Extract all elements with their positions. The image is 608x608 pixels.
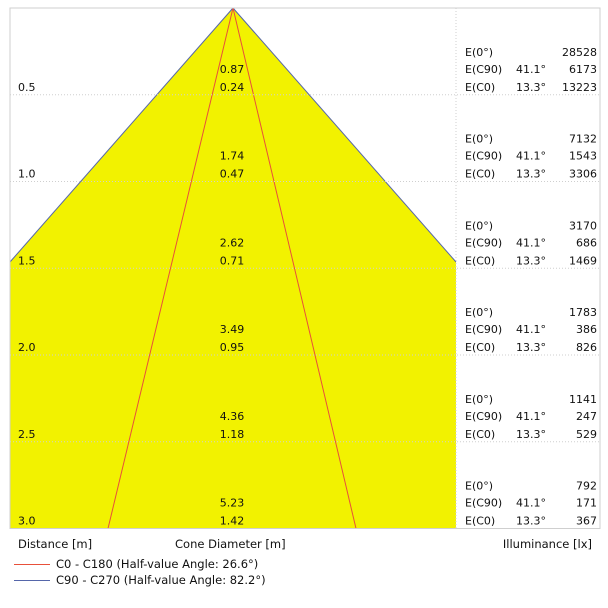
illuminance-e0-value: 1141 xyxy=(569,393,597,406)
distance-label: 1.0 xyxy=(18,168,36,181)
distance-label: 2.5 xyxy=(18,428,36,441)
distance-label: 1.5 xyxy=(18,254,36,267)
distance-label: 0.5 xyxy=(18,81,36,94)
right-axis-label: Illuminance [lx] xyxy=(502,537,592,551)
illuminance-ec90-angle: 41.1° xyxy=(516,497,546,510)
illuminance-ec90-label: E(C90) xyxy=(465,410,502,423)
distance-label: 3.0 xyxy=(18,515,36,528)
illuminance-ec0-label: E(C0) xyxy=(465,515,495,528)
cone-diameter-c0: 0.87 xyxy=(220,63,245,76)
illuminance-ec0-angle: 13.3° xyxy=(516,341,546,354)
illuminance-ec0-angle: 13.3° xyxy=(516,81,546,94)
illuminance-ec0-angle: 13.3° xyxy=(516,254,546,267)
illuminance-ec90-angle: 41.1° xyxy=(516,323,546,336)
illuminance-ec0-value: 3306 xyxy=(569,168,597,181)
cone-diameter-c0: 2.62 xyxy=(220,236,245,249)
illuminance-ec90-label: E(C90) xyxy=(465,497,502,510)
cone-diameter-c0: 4.36 xyxy=(220,410,245,423)
illuminance-ec0-label: E(C0) xyxy=(465,428,495,441)
illuminance-ec90-angle: 41.1° xyxy=(516,63,546,76)
illuminance-ec90-label: E(C90) xyxy=(465,63,502,76)
illuminance-ec90-value: 171 xyxy=(576,497,597,510)
illuminance-ec90-label: E(C90) xyxy=(465,150,502,163)
illuminance-ec0-label: E(C0) xyxy=(465,254,495,267)
illuminance-e0-label: E(0°) xyxy=(465,393,493,406)
illuminance-ec0-angle: 13.3° xyxy=(516,428,546,441)
illuminance-ec0-label: E(C0) xyxy=(465,81,495,94)
illuminance-ec90-value: 386 xyxy=(576,323,597,336)
cone-diameter-c0: 1.74 xyxy=(220,150,245,163)
illuminance-e0-label: E(0°) xyxy=(465,46,493,59)
cone-diameter-c0: 5.23 xyxy=(220,497,245,510)
cone-diameter-c90: 1.42 xyxy=(220,515,245,528)
illuminance-ec90-value: 686 xyxy=(576,236,597,249)
x-axis-label: Distance [m] xyxy=(18,537,93,551)
illuminance-e0-value: 28528 xyxy=(562,46,597,59)
illuminance-ec0-value: 367 xyxy=(576,515,597,528)
legend-swatch-c90-c270 xyxy=(14,579,50,581)
text-layer: 0.5 0.87 0.24 E(0°) 28528 E(C90) 41.1° 6173 E(C0… xyxy=(18,46,597,528)
illuminance-ec0-value: 1469 xyxy=(569,254,597,267)
cone-diameter-c90: 1.18 xyxy=(220,428,245,441)
illuminance-e0-label: E(0°) xyxy=(465,306,493,319)
plot-frame xyxy=(9,7,601,529)
illuminance-e0-value: 3170 xyxy=(569,219,597,232)
illuminance-e0-value: 1783 xyxy=(569,306,597,319)
illuminance-ec90-angle: 41.1° xyxy=(516,410,546,423)
illuminance-ec0-label: E(C0) xyxy=(465,341,495,354)
legend-label-c90-c270: C90 - C270 (Half-value Angle: 82.2°) xyxy=(56,573,266,587)
illuminance-ec90-angle: 41.1° xyxy=(516,150,546,163)
illuminance-ec0-angle: 13.3° xyxy=(516,168,546,181)
grid-layer xyxy=(9,7,601,529)
cone-diameter-c90: 0.95 xyxy=(220,341,245,354)
illuminance-ec90-angle: 41.1° xyxy=(516,236,546,249)
c0-beam-edge-left xyxy=(107,7,234,529)
illuminance-e0-label: E(0°) xyxy=(465,480,493,493)
illuminance-ec0-value: 529 xyxy=(576,428,597,441)
legend-swatch-c0-c180 xyxy=(14,563,50,565)
illuminance-ec0-label: E(C0) xyxy=(465,168,495,181)
cone-diameter-c90: 0.71 xyxy=(220,254,245,267)
c90-beam-edge-left xyxy=(9,7,234,263)
legend-label-c0-c180: C0 - C180 (Half-value Angle: 26.6°) xyxy=(56,557,259,571)
illuminance-ec0-value: 826 xyxy=(576,341,597,354)
illuminance-ec90-value: 1543 xyxy=(569,150,597,163)
center-axis-label: Cone Diameter [m] xyxy=(175,537,286,551)
illuminance-e0-value: 7132 xyxy=(569,133,597,146)
illuminance-ec0-angle: 13.3° xyxy=(516,515,546,528)
illuminance-ec90-value: 247 xyxy=(576,410,597,423)
cone-diameter-c90: 0.47 xyxy=(220,168,245,181)
legend-item-c0-c180: C0 - C180 (Half-value Angle: 26.6°) xyxy=(14,557,258,571)
illuminance-e0-label: E(0°) xyxy=(465,133,493,146)
illuminance-ec90-value: 6173 xyxy=(569,63,597,76)
cone-diameter-c90: 0.24 xyxy=(220,81,245,94)
illuminance-ec90-label: E(C90) xyxy=(465,236,502,249)
illuminance-e0-label: E(0°) xyxy=(465,219,493,232)
distance-label: 2.0 xyxy=(18,341,36,354)
c90-beam-edge-right xyxy=(232,7,457,263)
legend-item-c90-c270: C90 - C270 (Half-value Angle: 82.2°) xyxy=(14,573,266,587)
cone-diameter-c0: 3.49 xyxy=(220,323,245,336)
illuminance-ec0-value: 13223 xyxy=(562,81,597,94)
illuminance-ec90-label: E(C90) xyxy=(465,323,502,336)
illuminance-e0-value: 792 xyxy=(576,480,597,493)
